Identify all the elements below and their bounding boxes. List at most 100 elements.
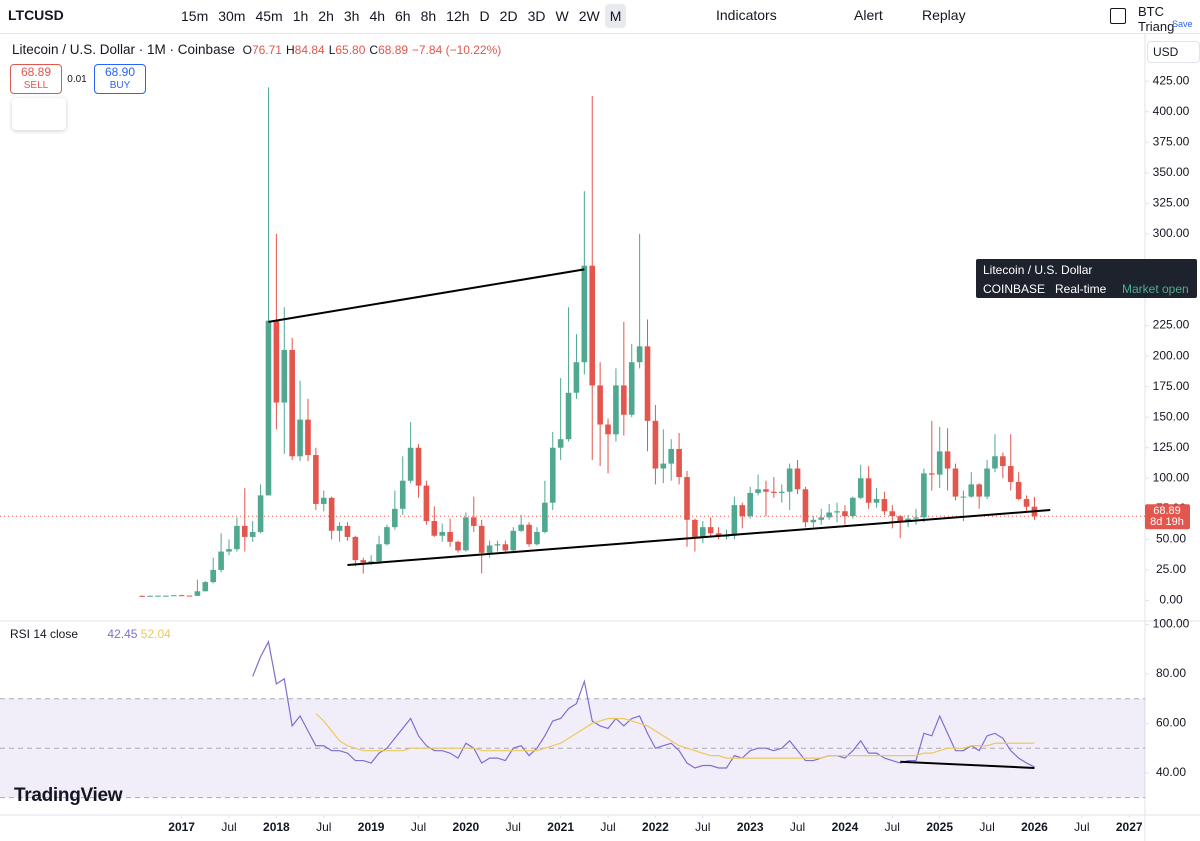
ohlc-value: 76.71: [251, 43, 282, 57]
trendline: [268, 268, 585, 323]
interval-button[interactable]: D: [479, 8, 490, 24]
candle-body: [660, 463, 667, 469]
candle-body: [692, 519, 698, 537]
candle-body: [360, 560, 367, 563]
tooltip-status: Market open: [1122, 282, 1189, 296]
sell-button[interactable]: 68.89 SELL: [10, 64, 62, 94]
save-label[interactable]: Save: [1172, 19, 1193, 29]
candle-body: [281, 349, 288, 403]
candle-body: [889, 511, 896, 517]
y-tick-label: 60.00: [1156, 716, 1186, 730]
ohlc-label: L: [328, 43, 336, 57]
interval-button[interactable]: 6h: [395, 8, 411, 24]
last-price-label: 68.89: [1153, 505, 1181, 517]
ohlc-value: 84.84: [294, 43, 325, 57]
candle-body: [336, 525, 343, 531]
candle-body: [447, 532, 453, 542]
checkbox[interactable]: [1110, 8, 1126, 24]
interval-button[interactable]: 2W: [578, 8, 600, 24]
interval-button[interactable]: M: [604, 4, 627, 28]
candle-body: [170, 595, 177, 597]
y-tick-label: 300.00: [1153, 226, 1190, 240]
trendline: [347, 509, 1051, 567]
intervals: 15m 30m 45m 1h 2h 3h 4h 6h 8h 12h D 2D 3D W 2W M: [176, 4, 627, 28]
candle-body: [163, 595, 169, 597]
y-tick-label: 125.00: [1153, 440, 1190, 454]
candle-body: [241, 525, 248, 537]
tooltip-title: Litecoin / U.S. Dollar: [983, 263, 1093, 277]
interval-button[interactable]: 45m: [255, 8, 283, 24]
y-tick-label: 50.00: [1156, 532, 1186, 546]
candle-body: [399, 480, 406, 509]
candle-body: [147, 595, 153, 597]
candle-body: [407, 447, 414, 481]
x-tick-label: 2017: [168, 820, 195, 834]
interval-button[interactable]: 2D: [499, 8, 518, 24]
buy-price: 68.90: [104, 65, 136, 79]
candle-body: [628, 362, 635, 415]
candle-body: [273, 320, 280, 403]
alert-button[interactable]: Alert: [854, 7, 883, 23]
interval-button[interactable]: 12h: [446, 8, 470, 24]
cursor-tool[interactable]: [12, 98, 66, 130]
candle-body: [415, 447, 422, 486]
candle-body: [455, 541, 461, 551]
interval-button[interactable]: 30m: [218, 8, 246, 24]
x-tick-label: Jul: [790, 820, 805, 834]
x-tick-label: Jul: [316, 820, 331, 834]
candle-body: [431, 521, 438, 536]
y-tick-label: 25.00: [1156, 562, 1186, 576]
interval-button[interactable]: 1h: [292, 8, 309, 24]
interval-button[interactable]: W: [555, 8, 569, 24]
candle-body: [494, 544, 501, 546]
candle-body: [818, 517, 825, 520]
interval-button[interactable]: 3h: [343, 8, 360, 24]
candle-body: [826, 512, 832, 518]
candle-body: [486, 545, 493, 553]
symbol[interactable]: LTCUSD: [8, 7, 64, 23]
candle-body: [739, 505, 746, 517]
candle-body: [534, 532, 540, 545]
interval-button[interactable]: 2h: [318, 8, 334, 24]
candle-body: [565, 392, 572, 440]
interval-button[interactable]: 15m: [181, 8, 209, 24]
tooltip: Litecoin / U.S. Dollar COINBASE Real-tim…: [976, 259, 1197, 298]
interval-button[interactable]: 8h: [420, 8, 437, 24]
candle-body: [305, 419, 311, 456]
candle-body: [573, 362, 580, 393]
candle-body: [1015, 481, 1022, 500]
candle-body: [249, 532, 256, 537]
interval-button[interactable]: 4h: [369, 8, 386, 24]
candle-body: [928, 473, 935, 475]
candle-body: [470, 517, 477, 526]
indicators-button[interactable]: Indicators: [716, 7, 777, 23]
y-tick-label: 350.00: [1153, 165, 1190, 179]
y-tick-label: 150.00: [1153, 409, 1190, 423]
x-tick-label: 2019: [358, 820, 385, 834]
candle-body: [771, 491, 777, 493]
candle-body: [289, 349, 295, 457]
candle-body: [676, 448, 682, 478]
buy-button[interactable]: 68.90 BUY: [94, 64, 146, 94]
currency[interactable]: USD: [1147, 41, 1200, 63]
candle-body: [439, 532, 446, 536]
candle-body: [549, 447, 556, 503]
candle-body: [913, 517, 919, 519]
candle-body: [873, 499, 880, 503]
x-tick-label: 2025: [926, 820, 953, 834]
candle-body: [881, 499, 888, 512]
buy-label: BUY: [109, 80, 131, 91]
ohlc-value: 65.80: [335, 43, 366, 57]
candle-body: [747, 492, 753, 517]
candle-body: [976, 484, 982, 497]
x-tick-label: Jul: [695, 820, 710, 834]
interval-button[interactable]: 3D: [527, 8, 546, 24]
layout-name[interactable]: BTC Triang: [1138, 4, 1175, 34]
candle-body: [802, 489, 809, 523]
rsi-legend: RSI 14 close 42.45 52.04: [10, 627, 171, 641]
candle-body: [510, 530, 517, 551]
replay-button[interactable]: Replay: [922, 7, 966, 23]
x-tick-label: Jul: [600, 820, 615, 834]
candle-body: [297, 419, 303, 457]
